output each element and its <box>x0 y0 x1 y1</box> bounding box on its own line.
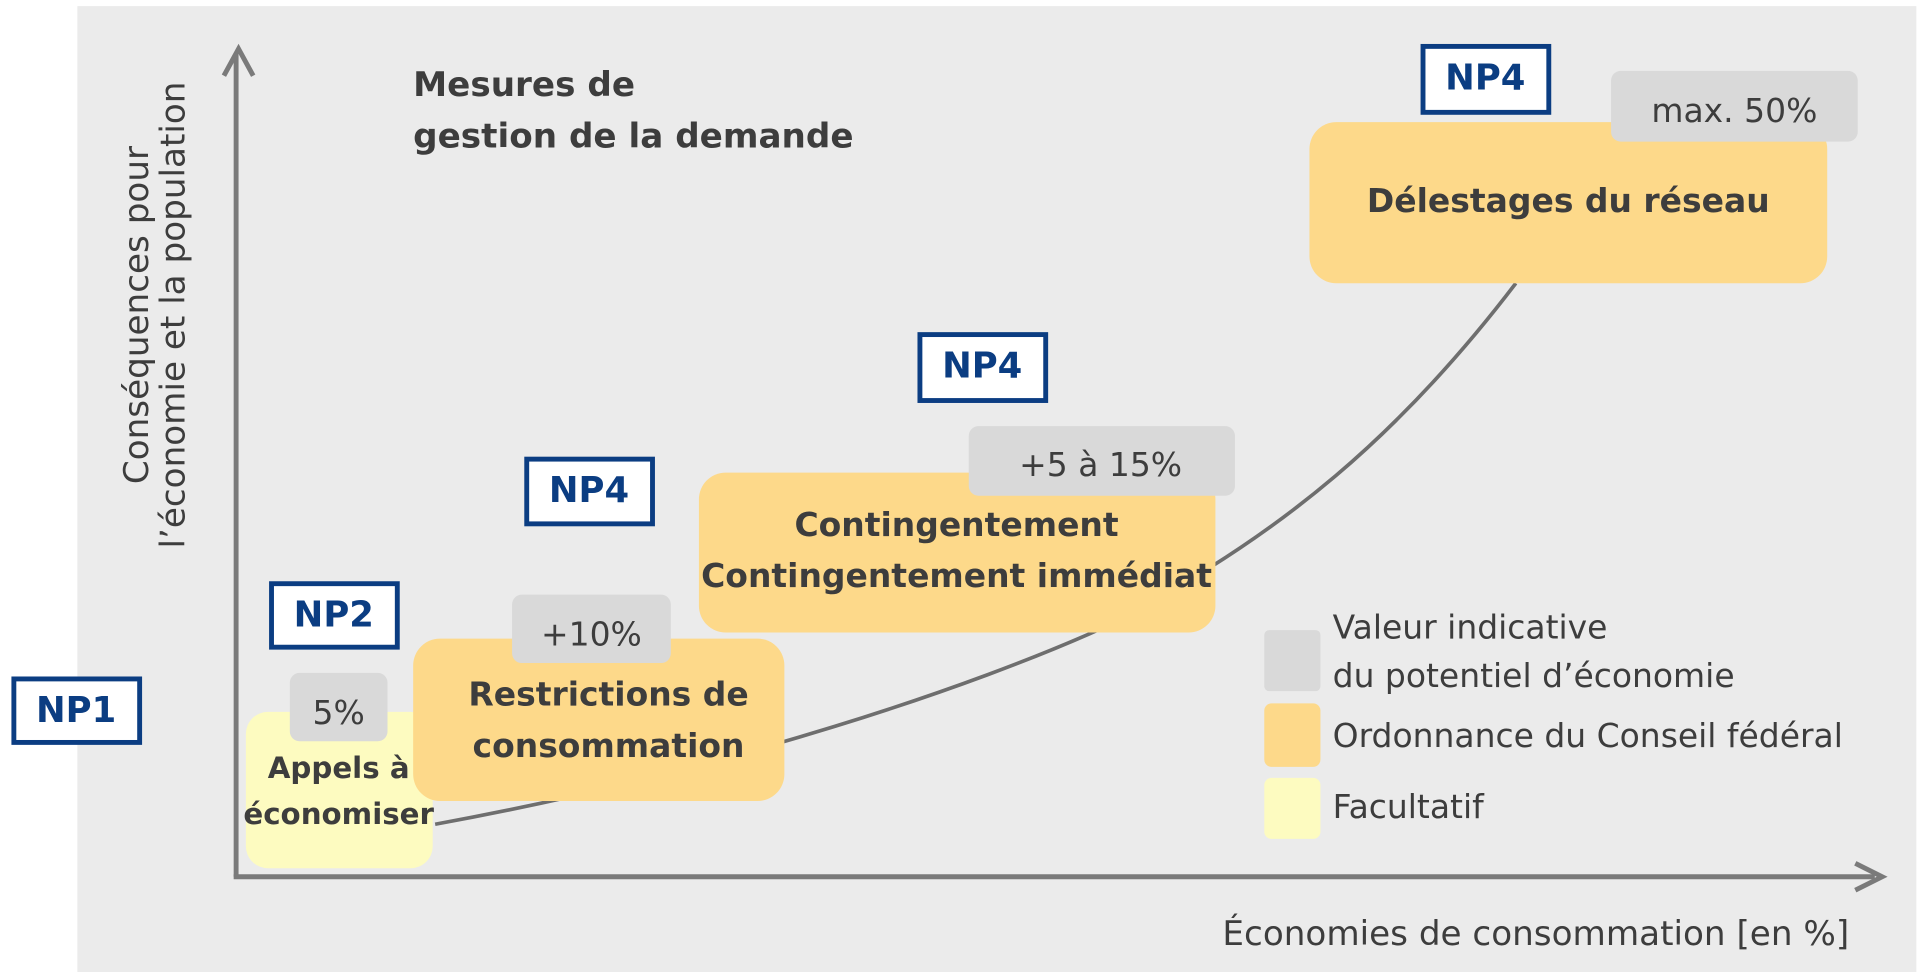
level-label: NP1 <box>36 690 116 731</box>
legend-label: Valeur indicative <box>1333 607 1608 646</box>
measure-label: Délestages du réseau <box>1367 181 1770 220</box>
y-axis-arrow <box>221 43 256 77</box>
level-box <box>11 676 143 745</box>
legend-swatch <box>1264 703 1321 767</box>
title: gestion de la demande <box>413 116 853 156</box>
potential-tag <box>1611 70 1858 142</box>
level-label: NP4 <box>1445 57 1525 98</box>
level-box <box>269 581 400 650</box>
y-axis-label: Conséquences pour l’économie et la popul… <box>117 82 194 549</box>
level-box <box>917 332 1049 403</box>
level-label: NP4 <box>549 470 629 511</box>
measure-label: Restrictions de <box>468 675 748 714</box>
measure-box <box>245 711 433 869</box>
legend-label: du potentiel d’économie <box>1333 656 1735 695</box>
x-axis-label: Économies de consommation [en %] <box>1222 913 1849 954</box>
potential-tag <box>968 426 1235 496</box>
legend-label: Facultatif <box>1333 787 1485 826</box>
level-box <box>1420 43 1552 115</box>
legend-label: Ordonnance du Conseil fédéral <box>1333 716 1843 755</box>
potential-tag <box>512 594 671 664</box>
title: Mesures de <box>413 65 635 105</box>
measure-box <box>698 472 1216 633</box>
measure-label: économiser <box>243 797 434 831</box>
level-label: NP4 <box>942 346 1022 387</box>
level-box <box>524 456 655 527</box>
potential-label: +10% <box>541 615 642 654</box>
legend-swatch <box>1264 777 1321 839</box>
potential-label: max. 50% <box>1651 91 1817 130</box>
potential-label: 5% <box>313 693 365 732</box>
measure-label: consommation <box>473 726 745 765</box>
level-label: NP2 <box>294 595 374 636</box>
measure-box <box>413 638 785 802</box>
measure-label: Contingentement <box>794 505 1118 544</box>
measure-label: Contingentement immédiat <box>701 556 1212 595</box>
y-axis-label-line: l’économie et la population <box>154 82 194 549</box>
potential-label: +5 à 15% <box>1019 445 1182 484</box>
potential-tag <box>289 672 388 742</box>
x-axis-arrow <box>1854 861 1888 893</box>
measure-label: Appels à <box>268 751 410 785</box>
y-axis-label-line: Conséquences pour <box>117 145 157 484</box>
legend-swatch <box>1264 630 1321 692</box>
measure-box <box>1309 122 1828 284</box>
